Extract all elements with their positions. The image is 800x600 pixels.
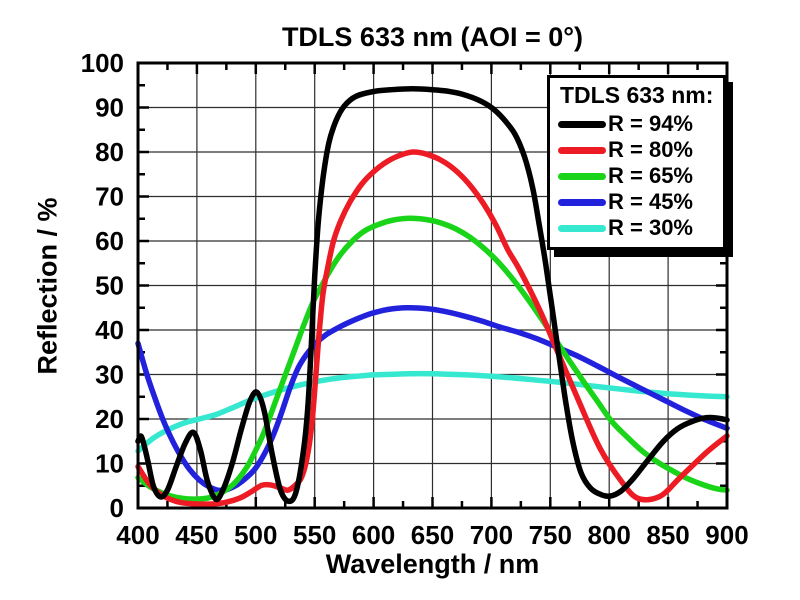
y-tick-label: 80 [95, 137, 124, 167]
x-tick-label: 700 [470, 520, 513, 550]
x-tick-label: 900 [705, 520, 748, 550]
legend-entry-r80: R = 80% [558, 137, 715, 163]
legend-entry-r45: R = 45% [558, 189, 715, 215]
x-tick-label: 800 [588, 520, 631, 550]
legend-label: R = 45% [608, 189, 693, 214]
y-tick-label: 50 [95, 271, 124, 301]
legend-swatch-r45 [558, 198, 606, 206]
legend-swatch-r80 [558, 146, 606, 154]
legend-label: R = 80% [608, 137, 693, 162]
curve-r94 [135, 86, 730, 505]
y-tick-label: 90 [95, 93, 124, 123]
y-tick-label: 10 [95, 449, 124, 479]
legend-title: TDLS 633 nm: [560, 82, 714, 108]
y-tick-label: 60 [95, 226, 124, 256]
x-tick-label: 750 [529, 520, 572, 550]
legend-entry-r30: R = 30% [558, 215, 715, 241]
x-tick-label: 450 [175, 520, 218, 550]
y-tick-label: 100 [81, 48, 124, 78]
legend-label: R = 94% [608, 111, 693, 136]
y-axis-title-text: Reflection / % [32, 197, 63, 375]
x-tick-label: 650 [411, 520, 454, 550]
legend-entry-r65: R = 65% [558, 163, 715, 189]
legend-swatch-r65 [558, 172, 606, 180]
x-tick-label: 400 [116, 520, 159, 550]
legend-label: R = 65% [608, 163, 693, 188]
legend-swatch-r94 [558, 120, 606, 128]
legend-box: TDLS 633 nm: R = 94% R = 80% R = 65% R = 45… [547, 75, 727, 250]
legend-entry-r94: R = 94% [558, 111, 715, 137]
y-tick-label: 70 [95, 182, 124, 212]
x-tick-label: 600 [352, 520, 395, 550]
curve-r30 [135, 370, 730, 454]
y-tick-label: 20 [95, 404, 124, 434]
legend-swatch-r30 [558, 224, 606, 232]
y-tick-label: 30 [95, 360, 124, 390]
chart-title: TDLS 633 nm (AOI = 0°) [281, 22, 584, 52]
x-tick-label: 550 [293, 520, 336, 550]
legend-label: R = 30% [608, 215, 693, 240]
x-tick-label: 850 [646, 520, 689, 550]
y-tick-label: 40 [95, 315, 124, 345]
curve-r45 [135, 305, 730, 494]
curve-r65 [135, 215, 730, 502]
x-tick-label: 500 [234, 520, 277, 550]
y-tick-label: 0 [110, 493, 124, 523]
axis-frame [136, 61, 729, 510]
x-axis-title: Wavelength / nm [325, 549, 540, 579]
